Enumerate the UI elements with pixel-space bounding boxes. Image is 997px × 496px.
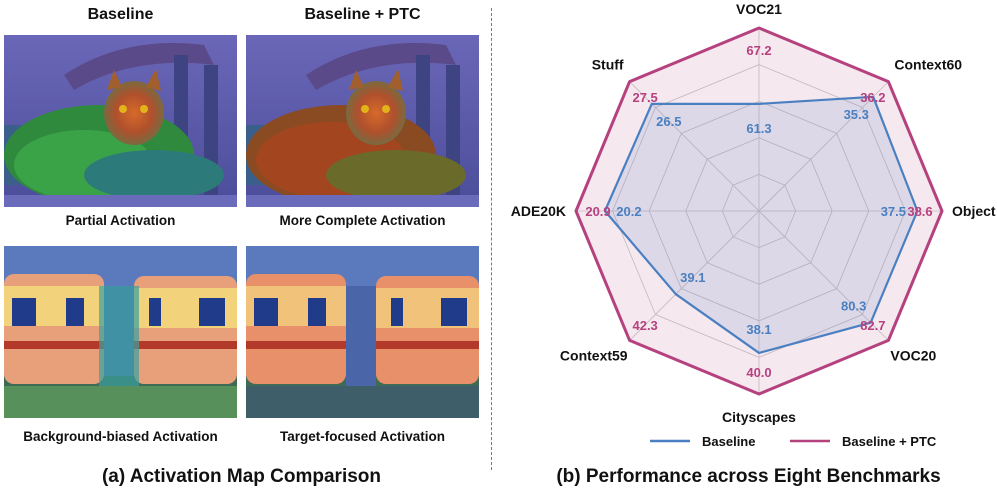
caption-background-biased-activation: Background-biased Activation bbox=[23, 429, 218, 444]
data-label-ptc-stuff: 27.5 bbox=[632, 90, 657, 105]
cat-ptc-activation-map bbox=[246, 35, 479, 207]
axis-label-ade20k: ADE20K bbox=[511, 203, 566, 219]
grid-spoke-context60 bbox=[758, 81, 889, 212]
right-panel-caption: (b) Performance across Eight Benchmarks bbox=[556, 466, 941, 487]
train-ptc-activation-map bbox=[246, 246, 479, 418]
train-baseline-activation-map bbox=[4, 246, 237, 418]
radar-chart: 67.2 61.3 36.2 35.3 38.637.5 82.7 80.3 40.0 38.1… bbox=[511, 1, 996, 449]
caption-target-focused-activation: Target-focused Activation bbox=[279, 429, 446, 444]
axis-label-context60: Context60 bbox=[894, 57, 962, 73]
data-label-ptc-context60: 36.2 bbox=[860, 90, 885, 105]
data-label-ptc-cityscapes: 40.0 bbox=[746, 365, 771, 380]
data-label-baseline-cityscapes: 38.1 bbox=[746, 322, 771, 337]
column-title-baseline: Baseline bbox=[87, 6, 154, 23]
data-label-baseline-ade20k: 20.2 bbox=[616, 204, 641, 219]
legend-label-baseline-ptc: Baseline + PTC bbox=[842, 434, 937, 449]
data-label-ptc-voc20: 82.7 bbox=[860, 318, 885, 333]
data-label-baseline-voc21: 61.3 bbox=[746, 121, 771, 136]
left-panel-caption: (a) Activation Map Comparison bbox=[101, 466, 382, 487]
panel-divider bbox=[491, 8, 492, 470]
axis-label-context59: Context59 bbox=[560, 347, 628, 363]
axis-label-voc21: VOC21 bbox=[736, 1, 782, 17]
data-label-baseline-context60: 35.3 bbox=[844, 107, 869, 122]
column-title-baseline-ptc: Baseline + PTC bbox=[304, 6, 421, 23]
data-label-baseline-object: 37.5 bbox=[881, 204, 906, 219]
series-baseline-ptc-area bbox=[574, 26, 944, 396]
data-label-baseline-stuff: 26.5 bbox=[656, 114, 681, 129]
axis-label-object: Object bbox=[952, 203, 996, 219]
data-label-ptc-object: 38.6 bbox=[907, 204, 932, 219]
data-label-ptc-context59: 42.3 bbox=[632, 318, 657, 333]
axis-label-voc20: VOC20 bbox=[890, 347, 936, 363]
cat-baseline-activation-map bbox=[4, 35, 237, 207]
grid-spoke-context59 bbox=[629, 210, 760, 341]
caption-more-complete-activation: More Complete Activation bbox=[279, 213, 446, 228]
grid-spoke-voc20 bbox=[758, 210, 889, 341]
data-label-ptc-ade20k: 20.9 bbox=[585, 204, 610, 219]
series-baseline-area bbox=[603, 95, 919, 355]
data-label-baseline-voc20: 80.3 bbox=[841, 299, 866, 314]
axis-label-stuff: Stuff bbox=[592, 57, 624, 73]
data-label-ptc-voc21: 67.2 bbox=[746, 43, 771, 58]
axis-label-cityscapes: Cityscapes bbox=[722, 409, 796, 425]
data-label-baseline-context59: 39.1 bbox=[680, 270, 705, 285]
caption-partial-activation: Partial Activation bbox=[65, 213, 176, 228]
legend-label-baseline: Baseline bbox=[702, 434, 755, 449]
